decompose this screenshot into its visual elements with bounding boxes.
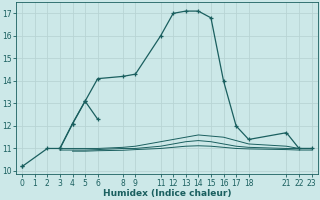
X-axis label: Humidex (Indice chaleur): Humidex (Indice chaleur) xyxy=(103,189,231,198)
